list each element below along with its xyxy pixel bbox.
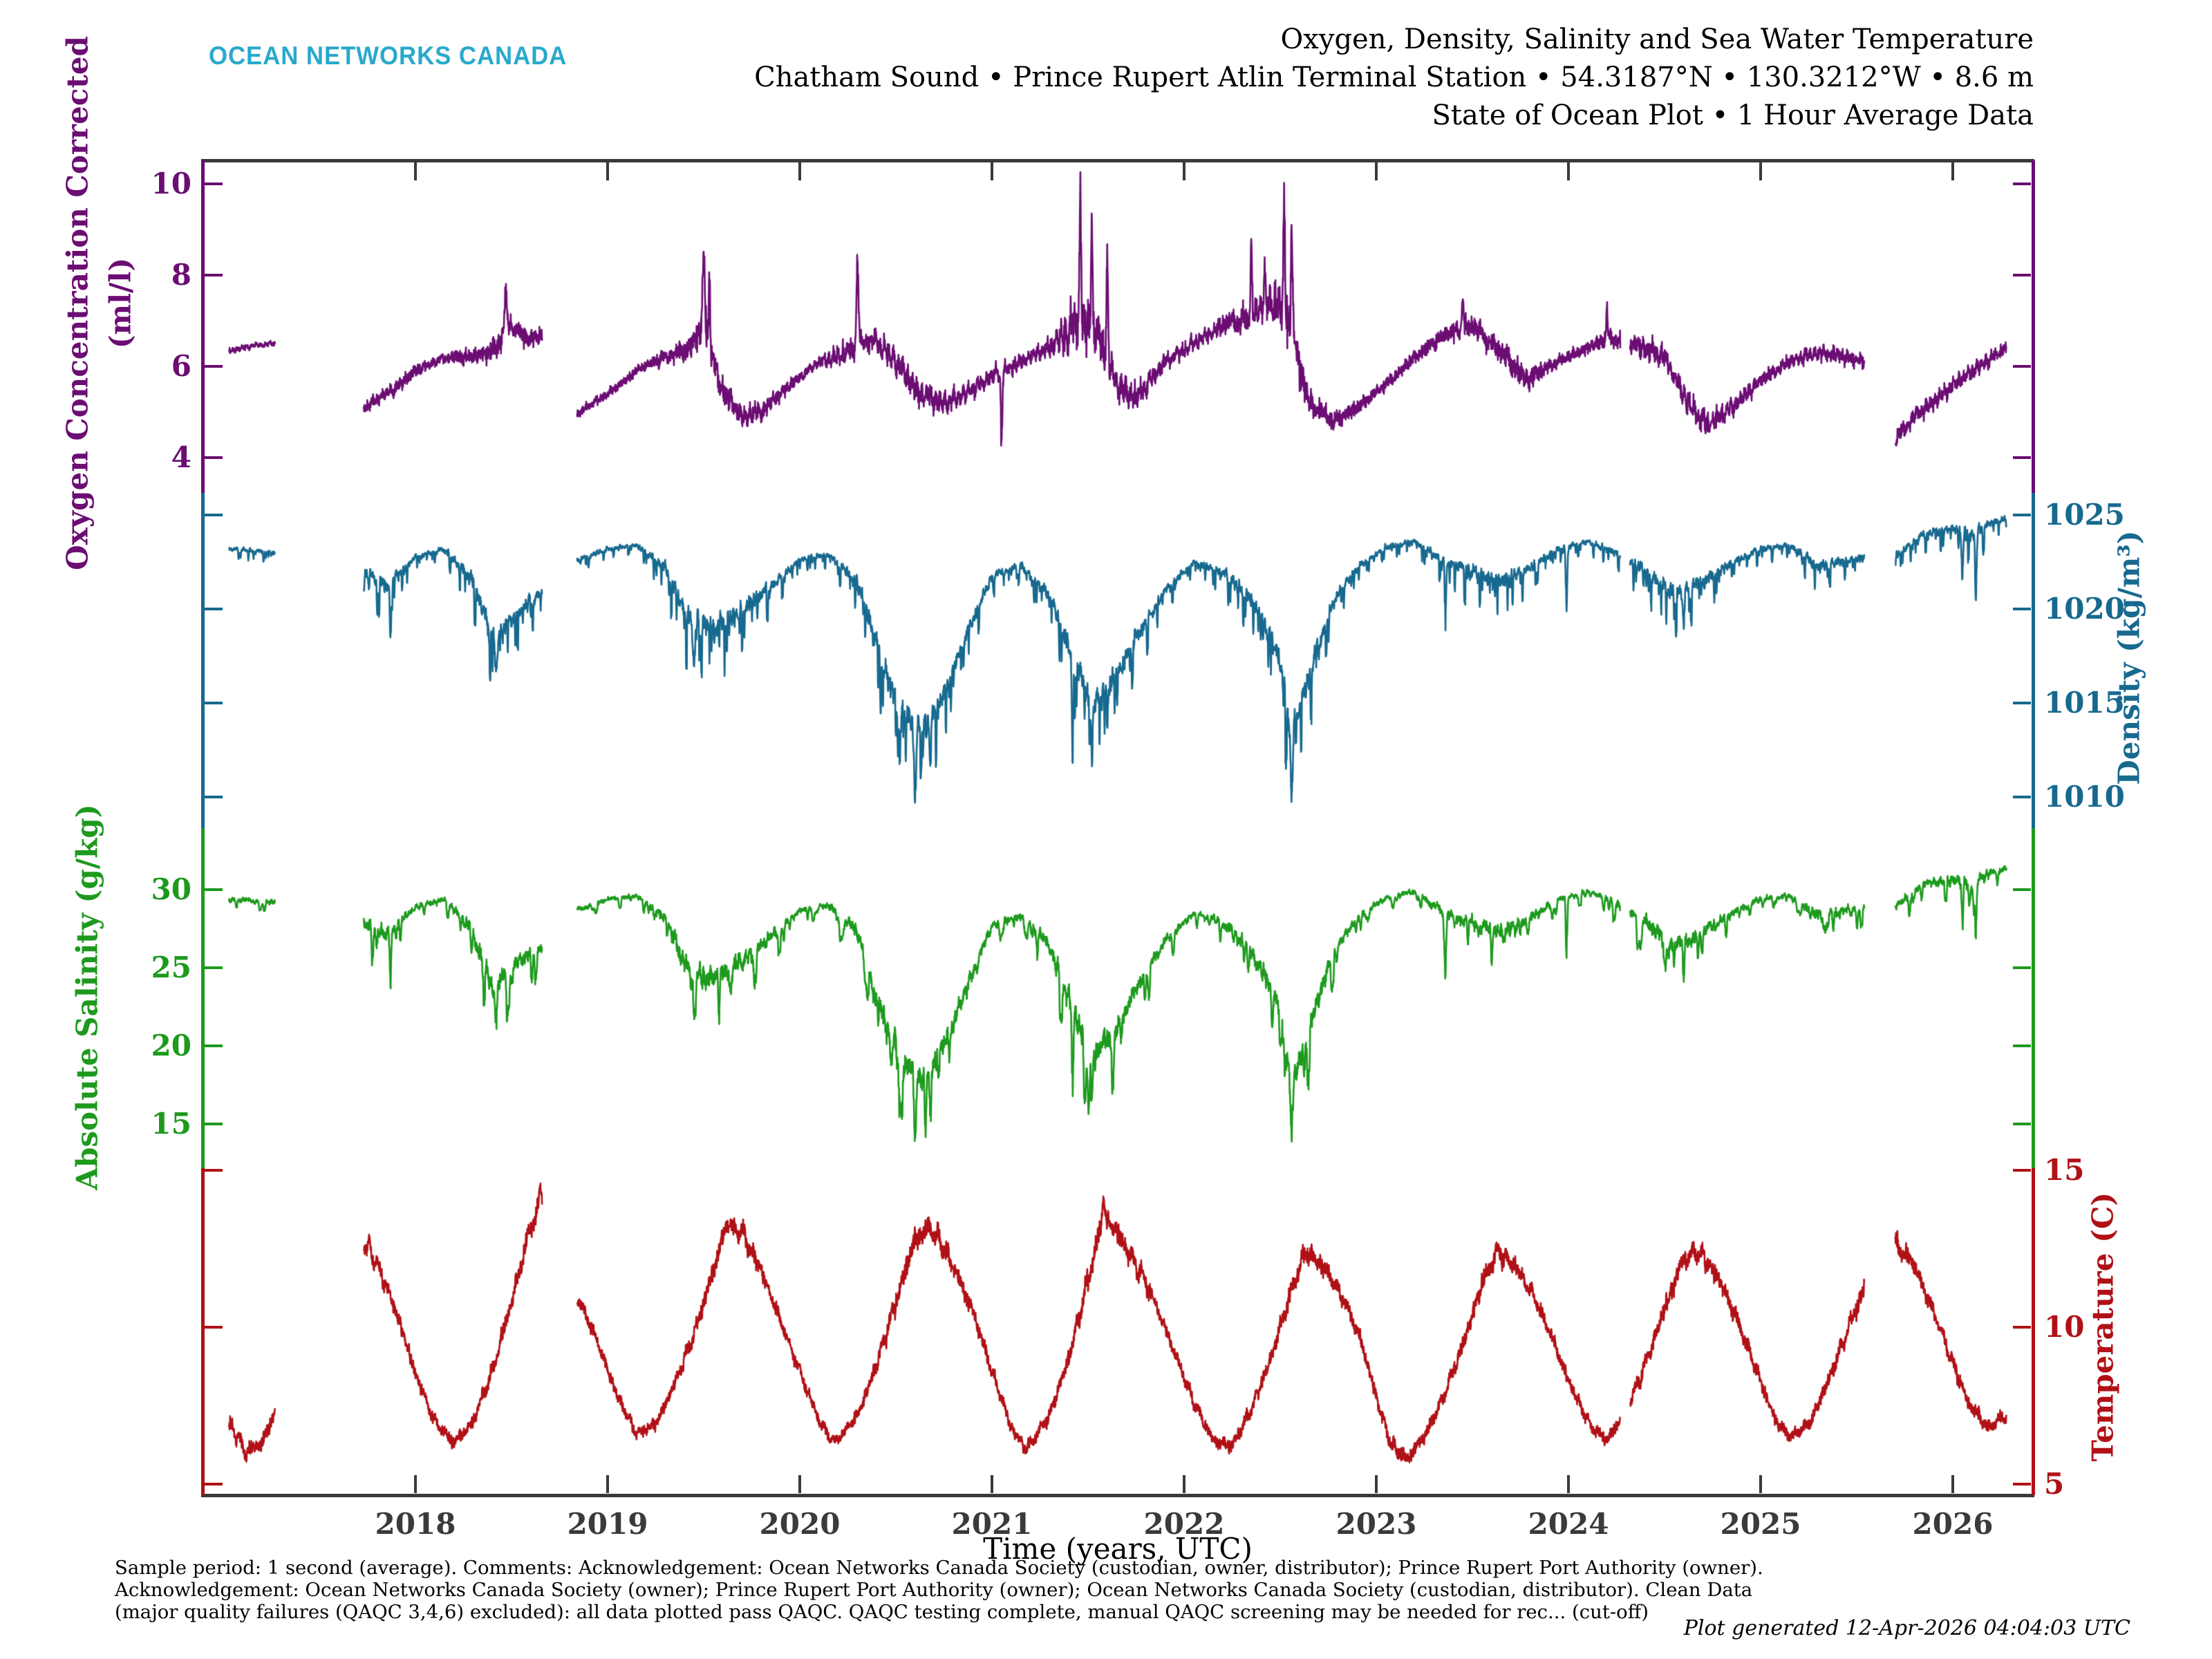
x-tick-label-2023: 2023: [1335, 1507, 1417, 1541]
temperature-axis-label: Temperature (C): [2086, 1192, 2120, 1462]
density-tick-left-1015: [205, 702, 223, 704]
oxygen-tick-left-4: [205, 456, 223, 459]
right-spine-salinity: [2032, 828, 2035, 1168]
temperature-tick-label-5: 5: [2044, 1467, 2065, 1501]
density-tick-label-1010: 1010: [2044, 780, 2125, 814]
temperature-tick-left-5: [205, 1483, 223, 1485]
x-tick-label-2021: 2021: [951, 1507, 1033, 1541]
salinity-tick-label-25: 25: [151, 950, 191, 984]
x-tick-top-2021: [991, 162, 993, 180]
density-tick-left-1020: [205, 608, 223, 610]
x-axis-title: Time (years, UTC): [983, 1532, 1253, 1566]
x-tick-label-2025: 2025: [1720, 1507, 1801, 1541]
temperature-tick-label-10: 10: [2044, 1310, 2085, 1344]
oxygen-axis-units-label: (ml/l): [103, 257, 138, 349]
salinity-tick-label-20: 20: [151, 1029, 191, 1062]
left-spine-temperature: [201, 1168, 205, 1495]
salinity-tick-label-30: 30: [151, 872, 191, 906]
density-tick-left-1025: [205, 514, 223, 516]
temperature-tick-right-5: [2013, 1483, 2031, 1485]
oxygen-tick-right-6: [2013, 365, 2031, 368]
temperature-tick-label-15: 15: [2044, 1153, 2085, 1187]
salinity-tick-left-20: [205, 1044, 223, 1047]
x-tick-label-2019: 2019: [567, 1507, 648, 1541]
x-tick-label-2022: 2022: [1143, 1507, 1225, 1541]
x-tick-top-2022: [1183, 162, 1185, 180]
temperature-tick-left-15: [205, 1169, 223, 1172]
salinity-tick-right-15: [2013, 1123, 2031, 1125]
oxygen-tick-label-8: 8: [171, 258, 191, 292]
footer-line-2: Acknowledgement: Ocean Networks Canada S…: [115, 1579, 1753, 1601]
plot-generated-timestamp: Plot generated 12-Apr-2026 04:04:03 UTC: [1683, 1616, 2130, 1640]
density-tick-right-1010: [2013, 796, 2031, 798]
salinity-axis-label: Absolute Salinity (g/kg): [70, 804, 104, 1190]
oxygen-tick-right-10: [2013, 182, 2031, 185]
x-tick-bottom-2023: [1375, 1475, 1378, 1493]
x-tick-bottom-2021: [991, 1475, 993, 1493]
right-spine-density: [2032, 493, 2035, 828]
oxygen-axis-label: Oxygen Concentration Corrected: [60, 36, 95, 570]
x-tick-label-2018: 2018: [375, 1507, 456, 1541]
plot-bottom-axis: [201, 1494, 2034, 1497]
left-spine-salinity: [201, 828, 205, 1168]
oxygen-tick-left-8: [205, 274, 223, 276]
salinity-tick-label-15: 15: [151, 1107, 191, 1141]
salinity-tick-right-30: [2013, 888, 2031, 891]
salinity-tick-left-25: [205, 966, 223, 969]
salinity-tick-left-30: [205, 888, 223, 891]
oxygen-tick-right-8: [2013, 274, 2031, 276]
x-tick-bottom-2026: [1951, 1475, 1954, 1493]
density-tick-right-1015: [2013, 702, 2031, 704]
density-axis-label: Density (kg/m³): [2112, 530, 2146, 785]
x-tick-label-2026: 2026: [1912, 1507, 1994, 1541]
footer-line-1: Sample period: 1 second (average). Comme…: [115, 1557, 1763, 1579]
x-tick-top-2018: [414, 162, 417, 180]
plot-top-axis: [201, 159, 2034, 162]
x-tick-bottom-2024: [1567, 1475, 1570, 1493]
salinity-tick-right-20: [2013, 1044, 2031, 1047]
temperature-tick-right-15: [2013, 1169, 2031, 1172]
right-spine-temperature: [2032, 1168, 2035, 1495]
density-tick-label-1025: 1025: [2044, 498, 2125, 532]
density-tick-right-1020: [2013, 608, 2031, 610]
x-tick-label-2020: 2020: [759, 1507, 841, 1541]
x-tick-top-2020: [798, 162, 801, 180]
density-tick-label-1020: 1020: [2044, 592, 2125, 626]
density-tick-label-1015: 1015: [2044, 686, 2125, 720]
x-tick-top-2024: [1567, 162, 1570, 180]
oxygen-tick-right-4: [2013, 456, 2031, 459]
oxygen-tick-label-4: 4: [171, 440, 191, 474]
oxygen-tick-left-6: [205, 365, 223, 368]
density-tick-right-1025: [2013, 514, 2031, 516]
right-spine-oxygen: [2032, 160, 2035, 493]
x-tick-label-2024: 2024: [1528, 1507, 1609, 1541]
oxygen-tick-left-10: [205, 182, 223, 185]
density-tick-left-1010: [205, 796, 223, 798]
x-tick-bottom-2019: [606, 1475, 609, 1493]
footer-line-3: (major quality failures (QAQC 3,4,6) exc…: [115, 1601, 1649, 1623]
temperature-tick-left-10: [205, 1326, 223, 1329]
x-tick-top-2019: [606, 162, 609, 180]
temperature-tick-right-10: [2013, 1326, 2031, 1329]
x-tick-bottom-2025: [1759, 1475, 1762, 1493]
x-tick-bottom-2018: [414, 1475, 417, 1493]
x-tick-top-2025: [1759, 162, 1762, 180]
left-spine-oxygen: [201, 160, 205, 493]
salinity-tick-left-15: [205, 1123, 223, 1125]
oxygen-tick-label-6: 6: [171, 349, 191, 383]
x-tick-bottom-2022: [1183, 1475, 1185, 1493]
x-tick-top-2023: [1375, 162, 1378, 180]
salinity-tick-right-25: [2013, 966, 2031, 969]
left-spine-density: [201, 493, 205, 828]
oxygen-tick-label-10: 10: [151, 167, 191, 200]
x-tick-top-2026: [1951, 162, 1954, 180]
x-tick-bottom-2020: [798, 1475, 801, 1493]
